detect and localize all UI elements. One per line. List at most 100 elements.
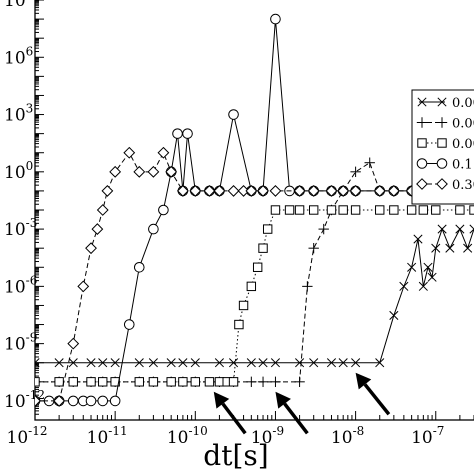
data-point (270, 13, 281, 25)
y-tick-label: 106 (4, 44, 33, 68)
y-tick-label: 103 (4, 102, 33, 126)
x-tick-label: 10-9 (251, 424, 284, 448)
data-point (98, 358, 108, 368)
data-point (148, 223, 159, 235)
data-point (338, 358, 348, 368)
legend-marker (437, 138, 447, 148)
legend-entry: 0.00 (417, 96, 474, 111)
data-point (189, 185, 202, 197)
data-point (54, 377, 64, 387)
data-point (238, 300, 249, 311)
y-tick-label: 10-9 (4, 331, 37, 355)
annotation-layer (213, 372, 391, 435)
data-point (67, 395, 79, 407)
data-point (351, 358, 361, 368)
data-point (309, 358, 319, 368)
y-tick-label: 10-12 (4, 388, 45, 412)
data-point (389, 310, 399, 320)
legend-marker (436, 117, 448, 128)
data-point (123, 146, 136, 159)
y-tick-label: 10-6 (4, 273, 37, 297)
legend-marker (416, 178, 428, 190)
data-point (178, 358, 188, 368)
data-point (431, 243, 441, 253)
data-point (214, 377, 225, 387)
legend-entry: 0.30 (416, 178, 474, 193)
data-point (53, 395, 66, 407)
data-point (101, 185, 114, 197)
data-point (445, 243, 455, 253)
data-point (227, 185, 240, 197)
x-axis-title: dt[s] (203, 439, 268, 472)
legend-label: 0.00 (452, 117, 474, 132)
data-point (190, 377, 201, 387)
annotation-arrow (355, 372, 391, 416)
data-point (157, 146, 170, 159)
data-point (437, 224, 447, 234)
data-point (262, 224, 273, 234)
data-point (176, 185, 189, 197)
data-point (399, 281, 409, 291)
data-point (237, 185, 250, 197)
data-point (375, 205, 385, 215)
data-point (431, 205, 441, 215)
data-point (326, 205, 337, 215)
series-0 (35, 224, 474, 368)
data-point (190, 358, 200, 368)
legend-marker (416, 158, 428, 169)
data-point (284, 205, 295, 215)
data-point (86, 358, 96, 368)
series-line (35, 209, 474, 383)
data-point (147, 165, 160, 178)
data-point (258, 243, 268, 253)
x-tick-label: 10-11 (87, 424, 128, 448)
data-point (455, 205, 465, 215)
legend-label: 0.00 (452, 96, 474, 111)
data-point (295, 358, 305, 368)
data-point (350, 166, 361, 178)
data-point (246, 376, 257, 388)
axes: 10-12 10-11 10-10 10-9 10-8 10-7 109 106 103 100 1… (4, 0, 474, 448)
series-line (35, 161, 474, 383)
legend-marker (417, 97, 427, 107)
data-point (148, 358, 158, 368)
data-point (338, 205, 348, 215)
data-point (68, 377, 78, 387)
data-point (246, 358, 256, 368)
series-line (35, 227, 474, 364)
data-point (350, 205, 361, 215)
data-point (182, 128, 193, 139)
data-point (413, 234, 423, 244)
data-point (85, 395, 97, 407)
data-point (97, 395, 109, 407)
data-point (204, 377, 215, 387)
x-tick-label: 10-12 (7, 424, 48, 448)
x-tick-label: 10-8 (331, 424, 364, 448)
data-point (110, 358, 120, 368)
data-point (214, 358, 224, 368)
data-point (469, 224, 474, 234)
data-point (109, 165, 122, 178)
legend-marker (416, 117, 428, 128)
series-2 (35, 205, 474, 387)
data-point (294, 205, 305, 215)
data-point (234, 319, 244, 330)
data-point (293, 185, 306, 197)
y-tick-label: 10-3 (4, 216, 37, 240)
series-layer (35, 13, 474, 407)
annotation-arrow (275, 391, 309, 435)
data-point (96, 204, 109, 216)
data-point (134, 377, 144, 387)
legend-marker (436, 158, 448, 169)
data-point (318, 223, 329, 235)
data-point (35, 377, 40, 387)
data-point (85, 242, 97, 255)
y-tick-label: 100 (4, 159, 33, 183)
data-point (133, 165, 146, 178)
legend-marker (437, 97, 447, 107)
data-point (35, 358, 40, 368)
data-point (257, 185, 269, 197)
data-point (86, 377, 96, 387)
data-point (178, 377, 188, 387)
legend-marker (436, 178, 448, 190)
